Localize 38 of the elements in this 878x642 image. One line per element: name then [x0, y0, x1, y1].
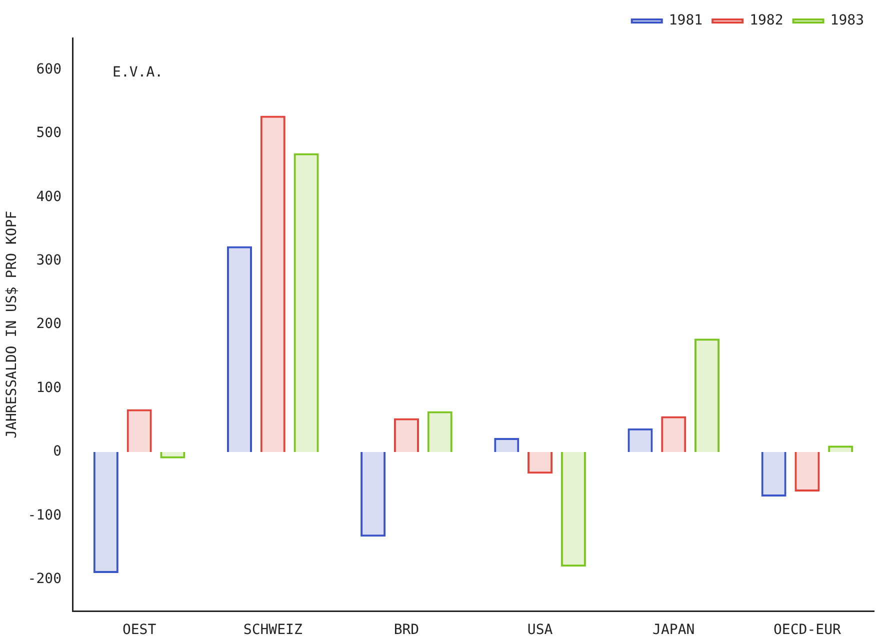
- x-tick-label: JAPAN: [652, 622, 695, 638]
- bar: [294, 153, 319, 452]
- bar: [628, 428, 653, 452]
- x-tick-label: USA: [527, 622, 554, 638]
- y-tick-label: 300: [36, 252, 62, 269]
- bar: [160, 452, 186, 458]
- bar: [226, 246, 252, 452]
- y-axis-title: JAHRESSALDO IN US$ PRO KOPF: [4, 210, 20, 438]
- bar: [761, 452, 786, 497]
- y-tick-label: 400: [36, 188, 62, 205]
- bar: [828, 446, 854, 452]
- x-tick-label: BRD: [394, 622, 420, 638]
- bar: [494, 438, 520, 452]
- x-tick-label: OECD-EUR: [773, 622, 842, 638]
- bar: [560, 452, 586, 567]
- legend-label: 1983: [830, 12, 864, 29]
- legend-label: 1981: [668, 12, 703, 29]
- y-tick-label: 0: [53, 444, 62, 460]
- x-tick-label: OEST: [122, 622, 157, 638]
- bar: [694, 338, 720, 452]
- y-tick-label: -200: [28, 570, 62, 587]
- y-tick-label: -100: [28, 507, 62, 524]
- bar: [528, 452, 553, 474]
- bar: [794, 452, 820, 492]
- y-tick-label: 100: [36, 380, 62, 396]
- x-tick-label: SCHWEIZ: [243, 622, 302, 638]
- bar: [661, 416, 686, 452]
- y-tick-label: 500: [36, 125, 62, 142]
- bar: [126, 409, 152, 452]
- bar: [93, 452, 118, 573]
- bar: [394, 418, 419, 452]
- y-tick-label: 200: [36, 316, 62, 332]
- bar: [260, 116, 286, 452]
- legend-label: 1982: [750, 12, 784, 29]
- bar: [427, 411, 452, 452]
- bar: [360, 452, 386, 537]
- annotation: E.V.A.: [112, 64, 164, 81]
- y-tick-label: 600: [36, 61, 62, 78]
